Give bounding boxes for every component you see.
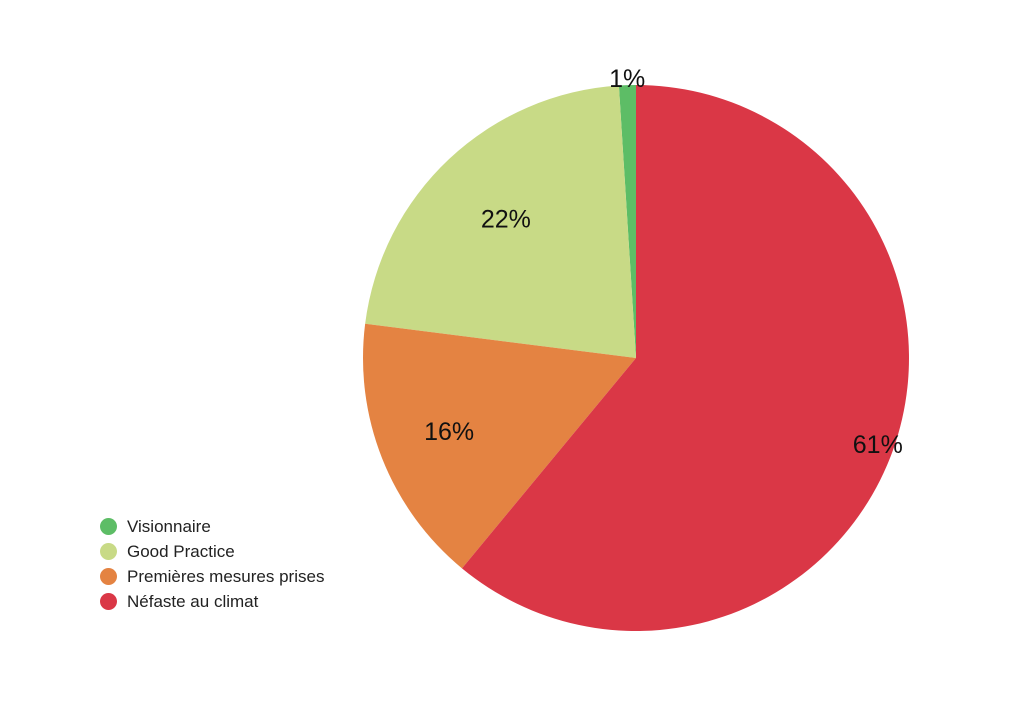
pie-slice-3 — [362, 323, 636, 569]
legend-swatch — [100, 518, 117, 535]
legend: Visionnaire Good Practice Premières mesure… — [100, 514, 324, 614]
legend-label: Good Practice — [127, 541, 235, 561]
pie-slice-1 — [618, 85, 636, 358]
pie-slice-label: 22% — [481, 206, 531, 234]
legend-label: Premières mesures prises — [127, 566, 325, 586]
legend-item: Premières mesures prises — [100, 564, 324, 589]
legend-item: Good Practice — [100, 539, 324, 564]
pie-slices — [362, 85, 909, 632]
pie-slice-label: 16% — [424, 418, 474, 446]
legend-swatch — [100, 543, 117, 560]
pie-slice-label: 61% — [853, 431, 903, 459]
legend-swatch — [100, 593, 117, 610]
legend-swatch — [100, 568, 117, 585]
legend-label: Néfaste au climat — [127, 591, 259, 611]
legend-item: Néfaste au climat — [100, 589, 324, 614]
legend-item: Visionnaire — [100, 514, 324, 539]
pie-slice-2 — [365, 85, 636, 358]
pie-slice-label: 1% — [609, 65, 645, 93]
legend-label: Visionnaire — [127, 516, 211, 536]
pie-labels: 1% 22% 16% 61% — [424, 65, 903, 459]
pie-slice-4 — [461, 85, 909, 632]
